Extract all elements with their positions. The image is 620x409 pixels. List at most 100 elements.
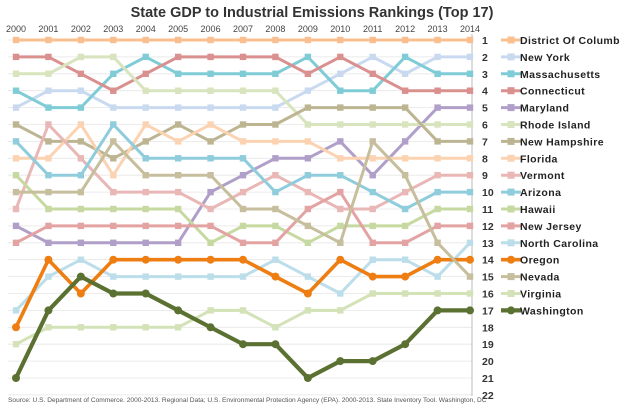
data-point: [337, 138, 344, 145]
data-point: [174, 306, 183, 315]
data-point: [12, 36, 20, 44]
data-point: [466, 53, 474, 61]
legend-marker: [507, 70, 515, 78]
data-point: [142, 138, 149, 145]
data-point: [207, 188, 214, 196]
legend-marker: [507, 87, 515, 95]
data-point: [337, 188, 344, 196]
data-point: [45, 53, 52, 61]
year-tick-label: 2011: [363, 24, 382, 34]
data-point: [304, 273, 312, 280]
data-point: [434, 172, 441, 179]
rank-tick-label: 11: [482, 204, 493, 216]
data-point: [12, 155, 20, 162]
data-point: [272, 172, 279, 179]
legend-label: Vermont: [520, 170, 565, 182]
data-point: [45, 188, 52, 196]
data-point: [77, 121, 85, 128]
data-point: [272, 324, 279, 331]
data-point: [110, 121, 117, 128]
data-point: [239, 307, 247, 314]
series-line: [15, 190, 470, 245]
series-new-jersey: [12, 188, 474, 246]
data-point: [110, 222, 117, 230]
data-point: [466, 205, 474, 213]
data-point: [110, 138, 117, 145]
legend-item-nevada: Nevada: [501, 272, 559, 284]
data-point: [174, 155, 182, 162]
data-point: [401, 138, 409, 145]
rank-tick-label: 22: [482, 390, 494, 402]
data-point: [207, 239, 214, 246]
data-point: [466, 222, 474, 230]
data-point: [369, 222, 376, 230]
year-tick-label: 2009: [298, 24, 318, 34]
legend-item-new-jersey: New Jersey: [501, 221, 581, 233]
data-point: [12, 307, 20, 314]
data-point: [45, 324, 52, 331]
data-point: [466, 138, 474, 145]
series-washington: [12, 272, 474, 382]
data-point: [239, 121, 247, 128]
legend-marker: [507, 36, 515, 44]
data-point: [142, 36, 149, 44]
data-point: [174, 255, 183, 264]
data-point: [434, 138, 441, 145]
legend-item-florida: Florida: [501, 153, 558, 165]
legend-label: Florida: [520, 153, 558, 165]
rank-tick-label: 8: [482, 153, 488, 165]
data-point: [369, 155, 376, 162]
data-point: [401, 70, 409, 77]
data-point: [434, 290, 441, 297]
data-point: [271, 340, 280, 349]
data-point: [142, 53, 149, 61]
data-point: [369, 121, 376, 128]
series-line: [15, 292, 470, 346]
data-point: [141, 255, 150, 264]
data-point: [142, 273, 149, 280]
legend-item-virginia: Virginia: [501, 289, 561, 301]
data-point: [12, 70, 20, 77]
data-point: [401, 272, 410, 281]
data-point: [336, 357, 345, 366]
data-point: [76, 289, 85, 298]
data-point: [303, 374, 312, 382]
data-point: [12, 53, 20, 61]
data-point: [142, 205, 149, 213]
data-point: [466, 188, 474, 196]
data-point: [110, 172, 117, 179]
data-point: [272, 256, 279, 263]
legend-marker: [507, 171, 515, 179]
data-point: [369, 70, 376, 77]
legend-marker: [507, 104, 515, 112]
data-point: [207, 121, 214, 128]
data-point: [239, 70, 247, 77]
data-point: [239, 273, 247, 280]
legend-label: Massachusetts: [520, 69, 600, 81]
data-point: [272, 121, 279, 128]
legend-label: New Hampshire: [520, 136, 604, 148]
year-tick-label: 2012: [395, 24, 415, 34]
legend-item-oregon: Oregon: [501, 255, 559, 267]
data-point: [466, 273, 474, 280]
series-florida: [12, 121, 474, 179]
data-point: [434, 87, 441, 94]
data-point: [434, 188, 441, 196]
legend-label: North Carolina: [520, 238, 599, 250]
legend-item-new-hampshire: New Hampshire: [501, 136, 604, 148]
rank-tick-label: 2: [482, 52, 488, 64]
legend-label: Hawaii: [520, 204, 556, 216]
data-point: [12, 205, 20, 213]
data-point: [110, 87, 117, 94]
data-point: [142, 155, 149, 162]
data-point: [272, 87, 279, 94]
series-massachusetts: [12, 53, 474, 111]
data-point: [401, 36, 409, 44]
data-point: [337, 53, 344, 61]
data-point: [272, 53, 279, 61]
data-point: [401, 340, 410, 349]
rank-tick-label: 16: [482, 289, 494, 301]
data-point: [12, 87, 20, 94]
data-point: [109, 289, 118, 298]
data-point: [110, 104, 117, 111]
